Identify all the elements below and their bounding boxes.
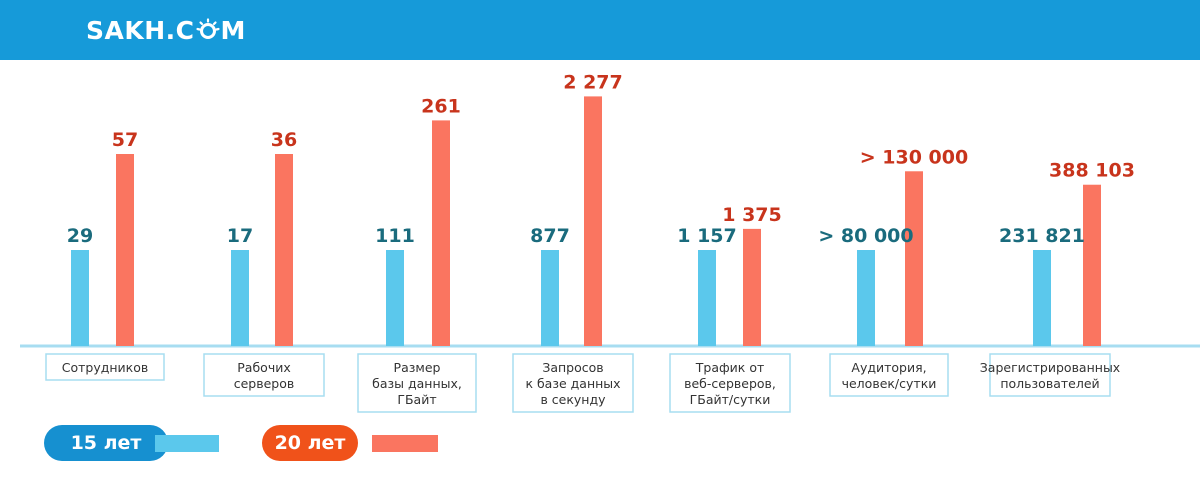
- category-box-1: [203, 353, 325, 397]
- bar-15-4: [698, 250, 716, 346]
- logo-text-left: SAKH.C: [86, 15, 195, 45]
- category-box-5: [829, 353, 949, 397]
- value-label-20-0: 57: [112, 129, 138, 151]
- category-box-3: [512, 353, 634, 413]
- category-label-3-1: к базе данных: [525, 376, 620, 391]
- category-label-5-0: Аудитория,: [851, 360, 926, 375]
- value-label-20-2: 261: [421, 95, 461, 117]
- value-label-15-0: 29: [67, 225, 93, 247]
- category-box-4: [669, 353, 791, 413]
- bar-15-1: [231, 250, 249, 346]
- bar-20-2: [432, 120, 450, 347]
- category-label-2-0: Размер: [394, 360, 441, 375]
- bar-20-1: [275, 154, 293, 346]
- value-label-20-4: 1 375: [722, 204, 782, 226]
- bar-20-0: [116, 154, 134, 346]
- category-label-3-2: в секунду: [540, 392, 606, 407]
- category-box-0: [45, 353, 165, 381]
- legend-swatch-20: [372, 435, 438, 452]
- category-label-0-0: Сотрудников: [62, 360, 149, 375]
- category-label-2-1: базы данных,: [372, 376, 462, 391]
- category-label-4-2: ГБайт/сутки: [690, 392, 771, 407]
- value-label-15-5: > 80 000: [818, 225, 913, 247]
- category-label-4-1: веб-серверов,: [684, 376, 776, 391]
- category-label-6-1: пользователей: [1000, 376, 1099, 391]
- category-label-1-1: серверов: [234, 376, 295, 391]
- category-label-6-0: Зарегистрированных: [980, 360, 1120, 375]
- bar-15-0: [71, 250, 89, 346]
- value-label-15-6: 231 821: [999, 225, 1085, 247]
- value-label-20-1: 36: [271, 129, 297, 151]
- category-label-2-2: ГБайт: [397, 392, 436, 407]
- value-label-15-3: 877: [530, 225, 570, 247]
- value-label-15-4: 1 157: [677, 225, 737, 247]
- bar-20-6: [1083, 184, 1101, 346]
- value-label-20-5: > 130 000: [860, 146, 968, 168]
- category-label-1-0: Рабочих: [237, 360, 290, 375]
- value-label-20-6: 388 103: [1049, 160, 1135, 182]
- value-label-15-2: 111: [375, 225, 415, 247]
- bar-15-5: [857, 250, 875, 346]
- sun-icon: [195, 18, 220, 39]
- category-label-3-0: Запросов: [542, 360, 603, 375]
- legend-pill-20: 20 лет: [262, 425, 358, 461]
- header-bar: SAKH.C M: [0, 0, 1200, 60]
- bar-15-6: [1033, 250, 1051, 346]
- category-label-4-0: Трафик от: [695, 360, 765, 375]
- bar-20-3: [584, 96, 602, 347]
- category-label-5-1: человек/сутки: [842, 376, 937, 391]
- bar-20-4: [743, 228, 761, 346]
- value-label-15-1: 17: [227, 225, 253, 247]
- category-box-6: [989, 353, 1111, 397]
- bar-20-5: [905, 171, 923, 346]
- site-logo[interactable]: SAKH.C M: [86, 13, 246, 47]
- category-box-2: [357, 353, 477, 413]
- logo-text-right: M: [220, 15, 246, 45]
- bar-15-2: [386, 250, 404, 346]
- legend-pill-15: 15 лет: [44, 425, 168, 461]
- bar-15-3: [541, 250, 559, 346]
- legend-swatch-15: [155, 435, 219, 452]
- value-label-20-3: 2 277: [563, 71, 623, 93]
